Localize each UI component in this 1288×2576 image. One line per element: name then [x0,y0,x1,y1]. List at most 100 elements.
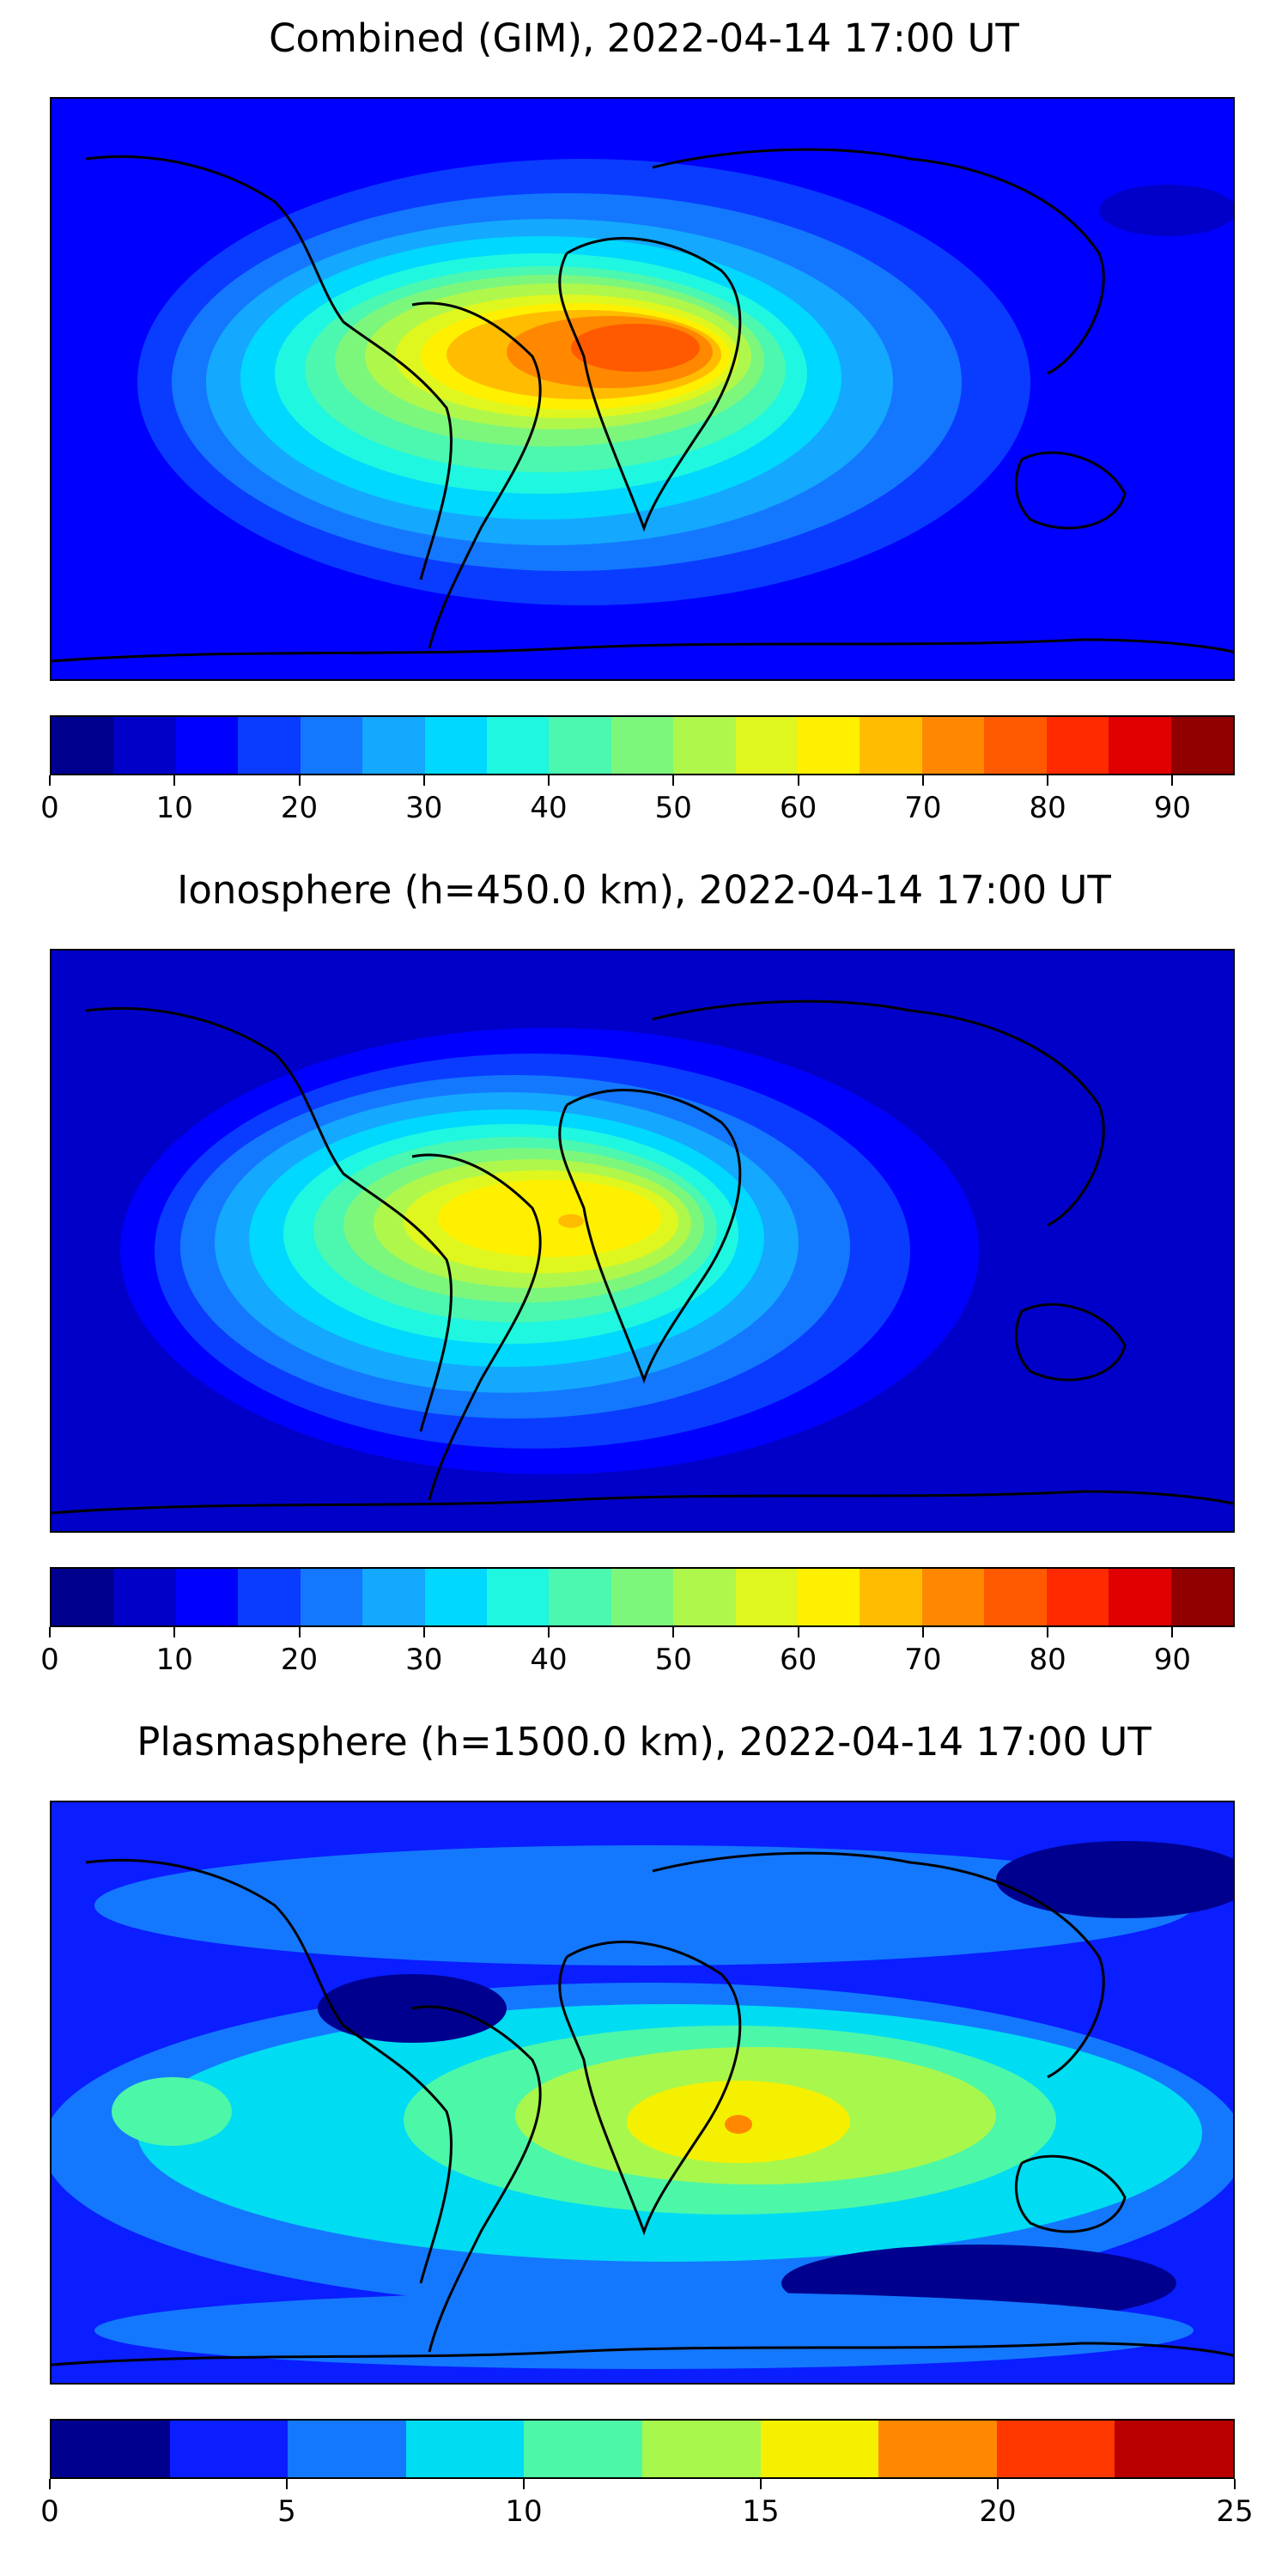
colorbar-segment [611,717,674,774]
coastlines [52,1851,1233,2366]
tick-label: 0 [40,1643,59,1677]
tick-label: 10 [155,791,193,825]
tick-mark [1047,775,1049,786]
colorbar-segment [735,1569,799,1625]
contour-level [94,1845,1194,1965]
tick-label: 60 [779,791,817,825]
tick-mark [672,1627,675,1637]
colorbar-segment [798,1569,860,1625]
colorbar-segment [984,717,1047,774]
tick-label: 25 [1216,2494,1254,2529]
colorbar-segment [549,1569,611,1625]
tick-label: 15 [742,2494,780,2529]
tick-mark [298,775,301,786]
tick-label: 0 [40,2494,59,2529]
tick-label: 20 [280,791,319,825]
colorbar-segment [673,717,736,774]
panel-title-combined: Combined (GIM), 2022-04-14 17:00 UT [269,15,1019,61]
colorbar-segment [52,2421,170,2477]
map-ionosphere [50,949,1235,1533]
tick-mark [548,775,550,786]
colorbar-segment [549,717,611,774]
tick-label: 90 [1153,791,1191,825]
map-plasmasphere [50,1801,1235,2385]
tick-mark [1047,1627,1049,1637]
tick-label: 10 [155,1643,193,1677]
tick-label: 90 [1153,1643,1191,1677]
colorbar-segment [878,2421,997,2477]
colorbar-segment [1046,1569,1109,1625]
contour-level [94,2292,1194,2369]
tick-label: 30 [405,1643,443,1677]
tick-label: 40 [530,791,568,825]
tick-label: 50 [654,791,692,825]
contour-level [996,1841,1233,1918]
tick-mark [422,775,425,786]
tick-mark [548,1627,550,1637]
colorbar-segment [486,717,550,774]
colorbar-segment [1115,2421,1233,2477]
tick-label: 80 [1029,791,1066,825]
colorbar-segment [52,717,114,774]
colorbar-segment [175,717,239,774]
colorbar-plasmasphere [50,2419,1235,2479]
map-combined [50,97,1235,681]
colorbar-segment [405,2421,525,2477]
colorbar-ticks-plasmasphere: 0 5 10 15 20 25 [40,2479,1254,2529]
colorbar-segment [1170,717,1234,774]
contour-level [438,1180,661,1257]
tick-label: 5 [277,2494,296,2529]
tick-label: 50 [654,1643,692,1677]
colorbar-segment [175,1569,239,1625]
tick-label: 80 [1029,1643,1066,1677]
tick-mark [298,1627,301,1637]
tick-mark [523,2479,525,2489]
tick-mark [49,1627,51,1637]
tick-mark [921,775,924,786]
colorbar-segment [611,1569,674,1625]
colorbar-combined [50,715,1235,775]
tick-mark [797,775,799,786]
colorbar-segment [238,1569,301,1625]
tick-mark [921,1627,924,1637]
contour-level [558,1214,584,1228]
tick-mark [49,775,51,786]
colorbar-segment [735,717,799,774]
tick-label: 60 [779,1643,817,1677]
colorbar-segment [362,717,425,774]
colorbar-segment [860,717,922,774]
tick-mark [422,1627,425,1637]
tick-mark [797,1627,799,1637]
tick-mark [286,2479,288,2489]
tick-label: 40 [530,1643,568,1677]
tick-mark [1171,775,1174,786]
tick-mark [1234,2479,1236,2489]
contour-level [1099,185,1233,236]
tick-label: 20 [280,1643,319,1677]
colorbar-segment [1109,717,1171,774]
colorbar-segment [424,1569,487,1625]
tick-label: 0 [40,791,59,825]
colorbar-segment [798,717,860,774]
colorbar-segment [238,717,301,774]
colorbar-ticks-combined: 0 10 20 30 40 50 60 70 80 90 [40,775,1235,825]
colorbar-segment [486,1569,550,1625]
colorbar-segment [860,1569,922,1625]
contour-level [112,2077,232,2146]
tick-label: 70 [904,1643,942,1677]
colorbar-segment [1046,717,1109,774]
colorbar-segment [1170,1569,1234,1625]
colorbar-segment [921,1569,985,1625]
tick-mark [1171,1627,1174,1637]
colorbar-segment [52,1569,114,1625]
tick-label: 30 [405,791,443,825]
colorbar-segment [424,717,487,774]
contour-level [571,324,700,372]
colorbar-segment [300,717,363,774]
colorbar-ionosphere [50,1567,1235,1627]
colorbar-ticks-ionosphere: 0 10 20 30 40 50 60 70 80 90 [40,1627,1235,1677]
tick-mark [997,2479,999,2489]
colorbar-segment [113,1569,176,1625]
colorbar-segment [1109,1569,1171,1625]
tick-label: 70 [904,791,942,825]
